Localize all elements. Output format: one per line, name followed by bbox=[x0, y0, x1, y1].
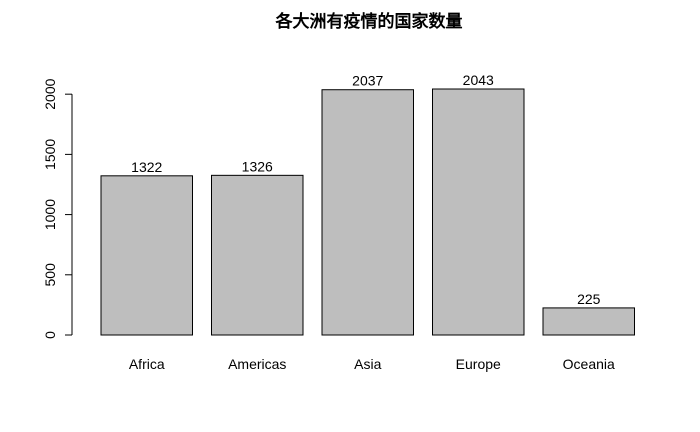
y-tick-label: 2000 bbox=[42, 78, 58, 109]
x-tick-label: Asia bbox=[354, 356, 381, 372]
y-tick-label: 0 bbox=[42, 331, 58, 339]
bar-americas bbox=[211, 174, 304, 336]
chart-title: 各大洲有疫情的国家数量 bbox=[275, 11, 463, 32]
data-label: 2043 bbox=[463, 72, 494, 88]
data-label: 1322 bbox=[131, 159, 162, 175]
data-label: 1326 bbox=[242, 158, 273, 174]
x-tick-label: Africa bbox=[129, 356, 165, 372]
data-label: 225 bbox=[577, 291, 601, 307]
bar-oceania bbox=[542, 307, 635, 336]
bars: 1322 1326 2037 2043 225 bbox=[100, 72, 635, 336]
x-tick-label: Oceania bbox=[563, 356, 615, 372]
bar-africa bbox=[100, 175, 193, 336]
bar-europe bbox=[432, 88, 525, 336]
y-tick-label: 1500 bbox=[42, 139, 58, 170]
x-axis-labels: Africa Americas Asia Europe Oceania bbox=[129, 356, 615, 372]
y-axis: 0 500 1000 1500 2000 bbox=[42, 78, 73, 339]
y-tick-label: 1000 bbox=[42, 199, 58, 230]
data-label: 2037 bbox=[352, 73, 383, 89]
y-tick-label: 500 bbox=[42, 263, 58, 287]
x-tick-label: Europe bbox=[456, 356, 501, 372]
x-tick-label: Americas bbox=[228, 356, 286, 372]
bar-asia bbox=[321, 89, 414, 336]
